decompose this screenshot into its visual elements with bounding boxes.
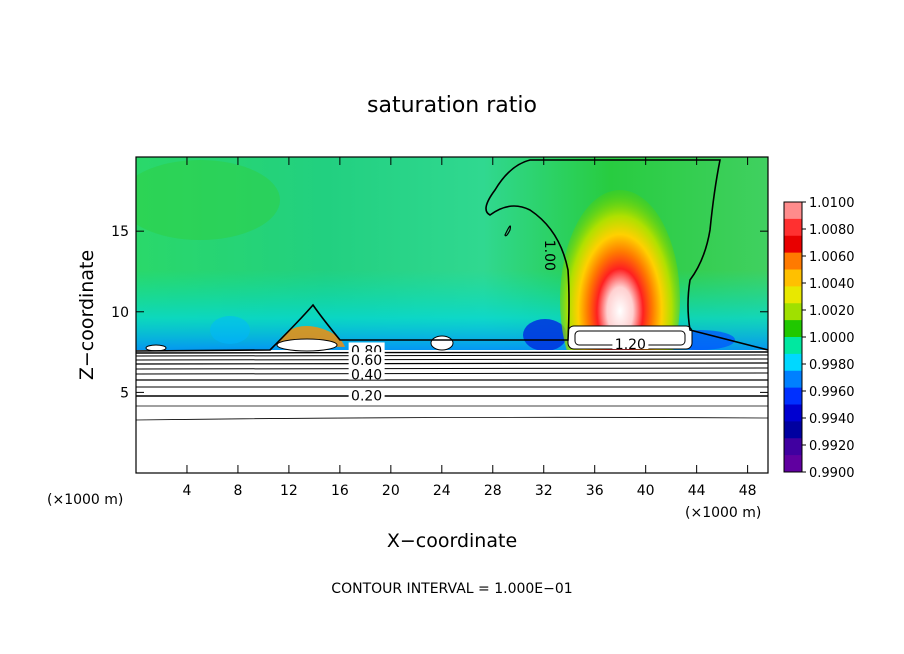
colorbar: 1.0100 1.0080 1.0060 1.0040 1.0020 1.0000 0.99…	[783, 196, 855, 481]
colorbar-swatch	[784, 370, 802, 389]
colorbar-label: 0.9900	[809, 466, 855, 481]
colorbar-swatch	[784, 421, 802, 439]
colorbar-swatch	[784, 337, 802, 355]
y-tick-label: 10	[111, 305, 129, 321]
x-tick-label: 24	[433, 483, 451, 499]
x-axis: 4 8 12 16 20 24 28 32 36 40 44 48	[183, 157, 757, 499]
colorbar-swatch	[784, 455, 802, 473]
colorbar-label: 1.0080	[809, 223, 855, 238]
colorbar-swatch	[784, 303, 802, 321]
plot-frame	[135, 156, 769, 474]
colorbar-swatch	[784, 202, 802, 220]
colorbar-swatch	[784, 387, 802, 405]
colorbar-swatch	[784, 235, 802, 254]
x-tick-label: 36	[586, 483, 604, 499]
contour-label-bg	[348, 366, 385, 380]
contour-label-bg	[348, 387, 385, 401]
colorbar-label: 0.9960	[809, 385, 855, 400]
colorbar-label: 0.9940	[809, 412, 855, 427]
x-tick-label: 48	[739, 483, 757, 499]
y-axis-title: Z−coordinate	[76, 250, 98, 380]
x-tick-label: 28	[484, 483, 502, 499]
colorbar-swatch	[784, 286, 802, 304]
x-tick-label: 20	[382, 483, 400, 499]
x-tick-label: 44	[688, 483, 706, 499]
x-tick-label: 8	[233, 483, 242, 499]
contour-label: 0.20	[351, 389, 382, 405]
contour-label: 1.20	[615, 337, 646, 353]
colorbar-swatch	[784, 269, 802, 287]
colorbar-swatch	[784, 404, 802, 422]
contour-label-bg	[612, 336, 649, 350]
colorbar-label: 1.0100	[809, 196, 855, 211]
x-axis-title: X−coordinate	[387, 530, 517, 552]
y-axis: 5 10 15	[111, 224, 768, 401]
colorbar-label: 1.0040	[809, 277, 855, 292]
colorbar-swatch	[784, 320, 802, 338]
contour-label: 1.00	[541, 240, 557, 271]
plot-area	[136, 157, 768, 473]
x-unit-left: (×1000 m)	[47, 492, 123, 508]
colorbar-label: 1.0020	[809, 304, 855, 319]
x-tick-label: 12	[280, 483, 298, 499]
contour-label-bg	[348, 352, 385, 366]
colorbar-swatch	[784, 353, 802, 372]
colorbar-label: 1.0000	[809, 331, 855, 346]
contour-interval-note: CONTOUR INTERVAL = 1.000E−01	[331, 581, 572, 597]
colorbar-swatch	[784, 252, 802, 270]
contour-label: 0.60	[351, 353, 382, 369]
colorbar-label: 0.9980	[809, 358, 855, 373]
contour-labels: 1.001.200.800.600.400.20	[348, 240, 649, 405]
colorbar-label: 1.0060	[809, 250, 855, 265]
y-tick-label: 15	[111, 224, 129, 240]
colorbar-swatch	[784, 438, 802, 456]
colorbar-swatch	[784, 218, 802, 237]
contour-label: 0.40	[351, 368, 382, 384]
colorbar-label: 0.9920	[809, 439, 855, 454]
x-tick-label: 16	[331, 483, 349, 499]
x-tick-label: 32	[535, 483, 553, 499]
x-unit-right: (×1000 m)	[685, 505, 761, 521]
x-tick-label: 40	[637, 483, 655, 499]
x-tick-label: 4	[183, 483, 192, 499]
chart-title: saturation ratio	[367, 93, 537, 118]
y-tick-label: 5	[120, 385, 129, 401]
